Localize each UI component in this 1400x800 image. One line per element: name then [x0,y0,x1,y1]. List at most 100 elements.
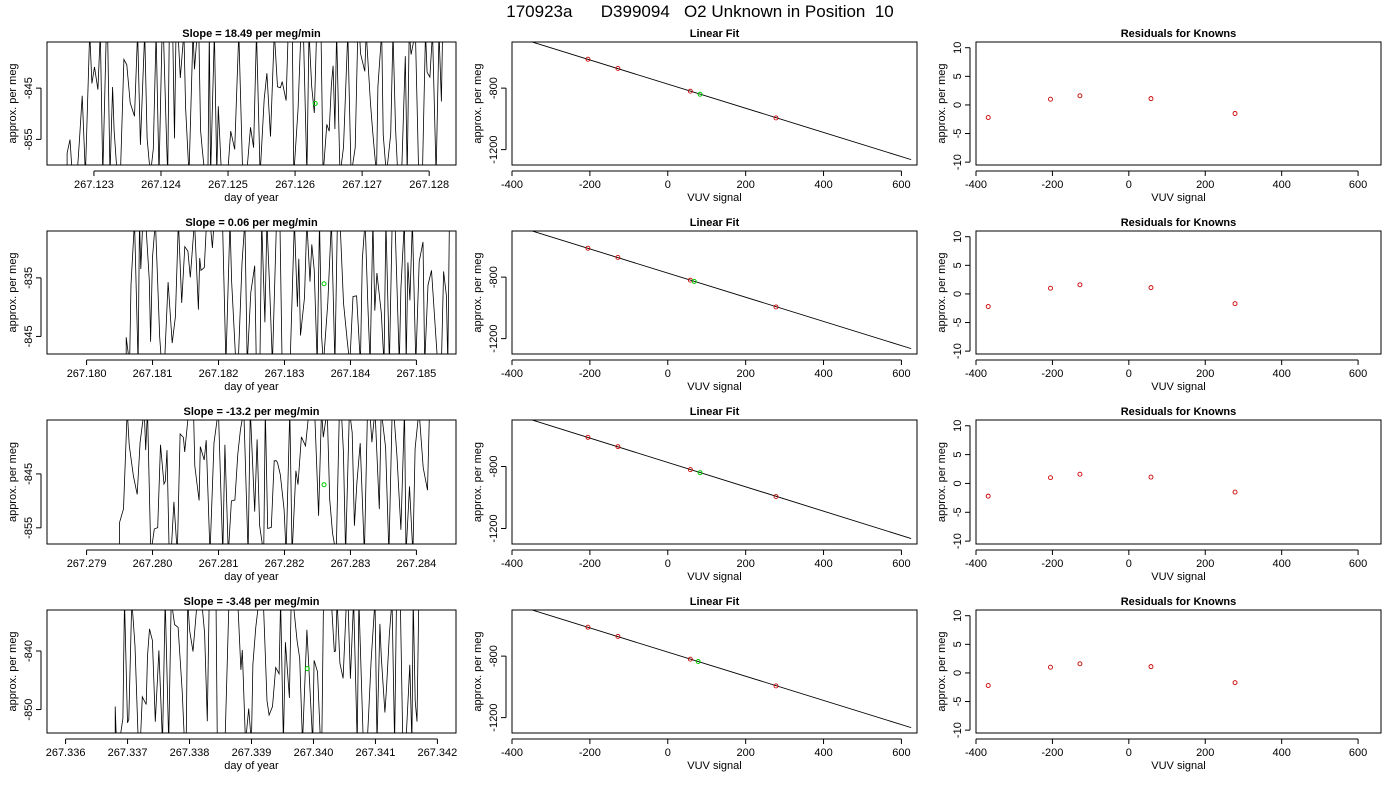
plot-frame [975,419,1382,545]
x-axis: 267.180 267.181 267.182 267.183 267.184 267.1… [67,359,436,380]
plot-frame [46,609,457,734]
y-tick-label: 0 [952,670,964,676]
known-point [523,42,526,43]
plot-title: Linear Fit [690,406,740,418]
plot-panel-1-2: Linear Fit -400 -200 0 200 400 600 VUV signal -8… [472,28,918,204]
known-point [985,115,991,120]
plot-title: Residuals for Knowns [1121,406,1237,418]
y-tick-label: -5 [952,507,964,517]
x-tick-label: 267.279 [67,558,107,570]
y-tick-label: -5 [952,697,964,707]
known-point [1048,664,1053,670]
x-tick-label: 267.283 [331,558,371,570]
known-point [985,683,991,688]
known-point [615,633,621,639]
known-point [615,444,621,450]
x-tick-label: 267.125 [208,179,248,191]
x-tick-label: -200 [1041,747,1063,759]
x-tick-label: -400 [501,747,523,759]
y-tick-label: -10 [952,533,964,549]
known-point [523,610,526,611]
y-axis-label: approx. per meg [936,63,948,143]
y-axis-label: approx. per meg [472,631,484,711]
y-axis-label: approx. per meg [936,442,948,522]
x-axis: -400 -200 0 200 400 600 [501,170,911,191]
x-tick-label: 0 [665,179,671,191]
x-axis-label: day of year [224,760,279,772]
x-tick-label: 0 [665,368,671,380]
x-axis-label: day of year [224,571,279,583]
known-point [585,434,591,440]
y-tick-label: -845 [23,77,35,99]
y-tick-label: -10 [952,154,964,170]
y-tick-label: -835 [23,267,35,289]
signal-trace [125,231,450,354]
x-tick-label: 267.284 [397,558,437,570]
plot-frame [975,609,1382,734]
x-axis: -400 -200 0 200 400 600 [501,359,911,380]
plot-title: Slope = -13.2 per meg/min [183,406,319,418]
y-axis: -800 -1200 [488,645,507,732]
y-tick-label: -5 [952,318,964,328]
plot-title: Residuals for Knowns [1121,596,1237,608]
y-axis-label: approx. per meg [472,442,484,522]
unknown-point [697,91,703,97]
known-point [615,254,621,260]
plot-frame [511,609,918,734]
x-tick-label: 400 [814,368,832,380]
y-tick-label: 5 [952,452,964,458]
y-tick-label: 5 [952,641,964,647]
x-axis-label: day of year [224,192,279,204]
signal-trace [119,420,430,544]
x-tick-label: -200 [1041,368,1063,380]
y-axis: -835 -845 [23,267,42,347]
x-axis-label: VUV signal [1151,192,1205,204]
unknown-marker [321,281,327,287]
plot-title: Slope = 18.49 per meg/min [182,28,321,40]
plot-area [985,93,1238,120]
x-tick-label: 400 [814,747,832,759]
x-tick-label: 400 [1272,747,1290,759]
x-tick-label: 267.282 [265,558,305,570]
x-tick-label: 600 [1349,368,1367,380]
y-axis: -840 -850 [23,640,42,721]
known-point [773,683,779,689]
x-tick-label: -200 [579,179,601,191]
x-tick-label: 200 [736,179,754,191]
y-axis: -845 -855 [23,463,42,539]
known-point [773,115,779,121]
x-tick-label: 267.340 [294,747,334,759]
plot-area [66,42,443,165]
signal-trace [66,42,443,165]
y-axis-label: approx. per meg [936,252,948,332]
y-axis: -800 -1200 [488,455,507,543]
known-point [1232,680,1238,686]
known-point [1048,475,1053,481]
y-axis: 10 5 0 -5 -10 [952,231,971,359]
y-tick-label: 5 [952,262,964,268]
y-tick-label: -855 [23,517,35,539]
plot-area [119,420,430,544]
known-point [985,493,991,499]
x-tick-label: 200 [736,368,754,380]
x-axis: 267.279 267.280 267.281 267.282 267.283 267.2… [67,549,437,570]
plot-area [523,610,912,729]
x-tick-label: -200 [1041,179,1063,191]
known-point [687,467,693,473]
x-tick-label: 267.336 [46,747,86,759]
y-tick-label: -845 [23,463,35,485]
y-tick-label: 10 [952,42,964,54]
y-tick-label: -5 [952,129,964,139]
fit-line [530,610,912,729]
known-point [1048,96,1053,102]
known-point [1048,285,1053,291]
plot-panel-4-3: Residuals for Knowns -400 -200 0 200 400 600 VU… [936,596,1382,772]
known-point [1232,301,1238,307]
y-axis: -800 -1200 [488,77,507,164]
known-point [1148,664,1154,670]
plot-area [523,420,912,540]
known-point [585,624,591,630]
x-tick-label: 600 [892,558,910,570]
plot-area [523,42,912,161]
